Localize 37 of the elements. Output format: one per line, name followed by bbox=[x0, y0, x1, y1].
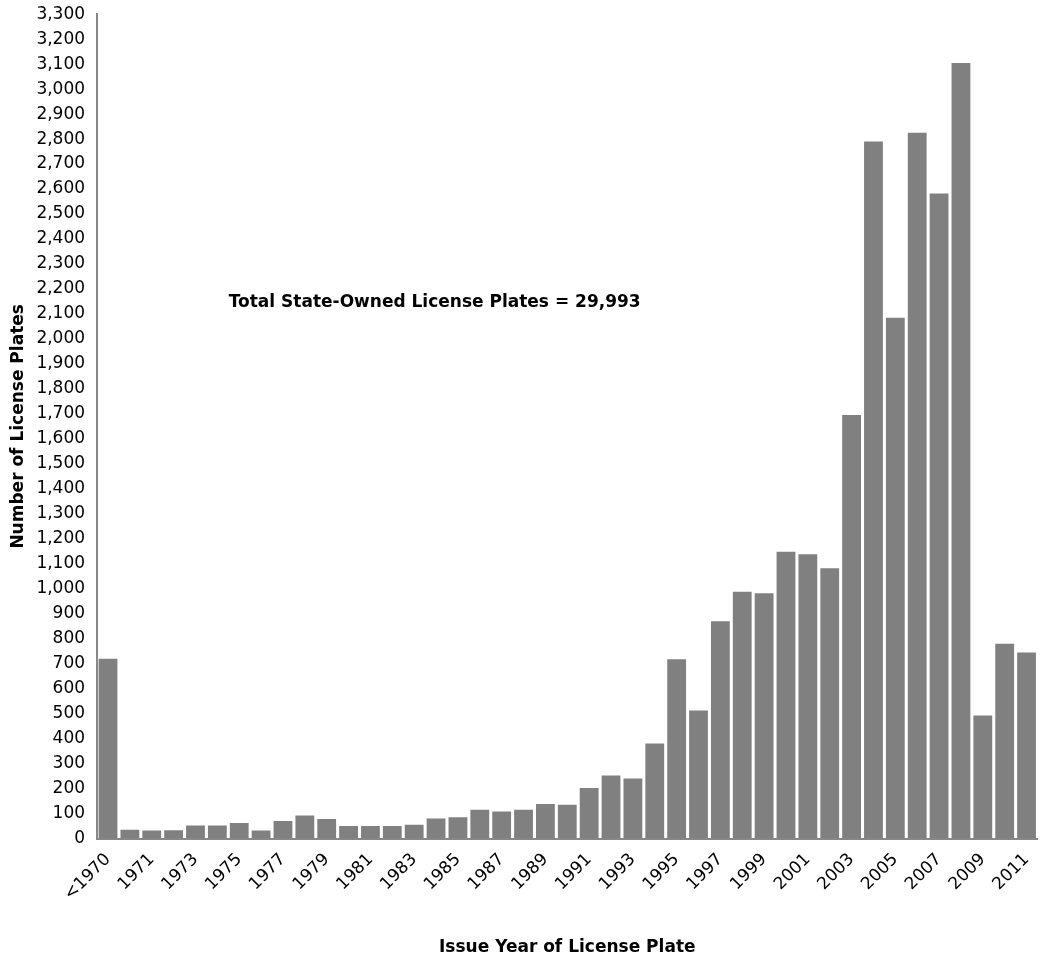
y-tick-label: 800 bbox=[52, 627, 86, 648]
y-tick-label: 900 bbox=[52, 602, 86, 623]
y-tick-label: 600 bbox=[52, 677, 86, 698]
y-tick-label: 100 bbox=[52, 801, 86, 822]
y-tick-label: 1,500 bbox=[36, 452, 86, 473]
y-tick-label: 1,600 bbox=[36, 427, 86, 448]
y-tick-label: 1,100 bbox=[36, 552, 86, 573]
y-tick-label: 2,700 bbox=[36, 152, 86, 173]
y-tick-label: 1,900 bbox=[36, 352, 86, 373]
y-tick-label: 1,700 bbox=[36, 402, 86, 423]
y-tick-label: 2,100 bbox=[36, 302, 86, 323]
y-tick-label: 2,900 bbox=[36, 102, 86, 123]
y-tick-label: 2,000 bbox=[36, 327, 86, 348]
y-tick-label: 300 bbox=[52, 752, 86, 772]
y-tick-label: 2,400 bbox=[36, 227, 86, 248]
y-tick-label: 3,100 bbox=[36, 52, 86, 73]
y-tick-label: 0 bbox=[74, 826, 86, 847]
y-tick-label: 1,300 bbox=[36, 502, 86, 523]
y-tick-label: 400 bbox=[52, 727, 86, 748]
y-tick-label: 3,200 bbox=[36, 27, 86, 48]
y-tick-label: 200 bbox=[52, 776, 86, 797]
y-tick-label: 700 bbox=[52, 652, 86, 673]
y-tick-label: 2,200 bbox=[36, 277, 86, 298]
y-tick-label: 3,000 bbox=[36, 77, 86, 98]
y-tick-label: 1,200 bbox=[36, 527, 86, 548]
y-tick-label: 2,600 bbox=[36, 177, 86, 198]
y-tick-label: 1,400 bbox=[36, 477, 86, 498]
y-tick-label: 2,300 bbox=[36, 252, 86, 273]
annotation: Total State-Owned License Plates = 29,993 bbox=[228, 291, 641, 312]
y-tick-label: 2,800 bbox=[36, 127, 86, 148]
y-tick-label: 500 bbox=[52, 702, 86, 723]
y-tick-label: 3,300 bbox=[36, 2, 86, 23]
y-tick-label: 1,800 bbox=[36, 377, 86, 398]
y-tick-label: 1,000 bbox=[36, 577, 86, 598]
x-axis-title: Issue Year of License Plate bbox=[439, 936, 696, 957]
y-axis-title: Number of License Plates bbox=[6, 304, 27, 549]
y-tick-label: 2,500 bbox=[36, 202, 86, 223]
